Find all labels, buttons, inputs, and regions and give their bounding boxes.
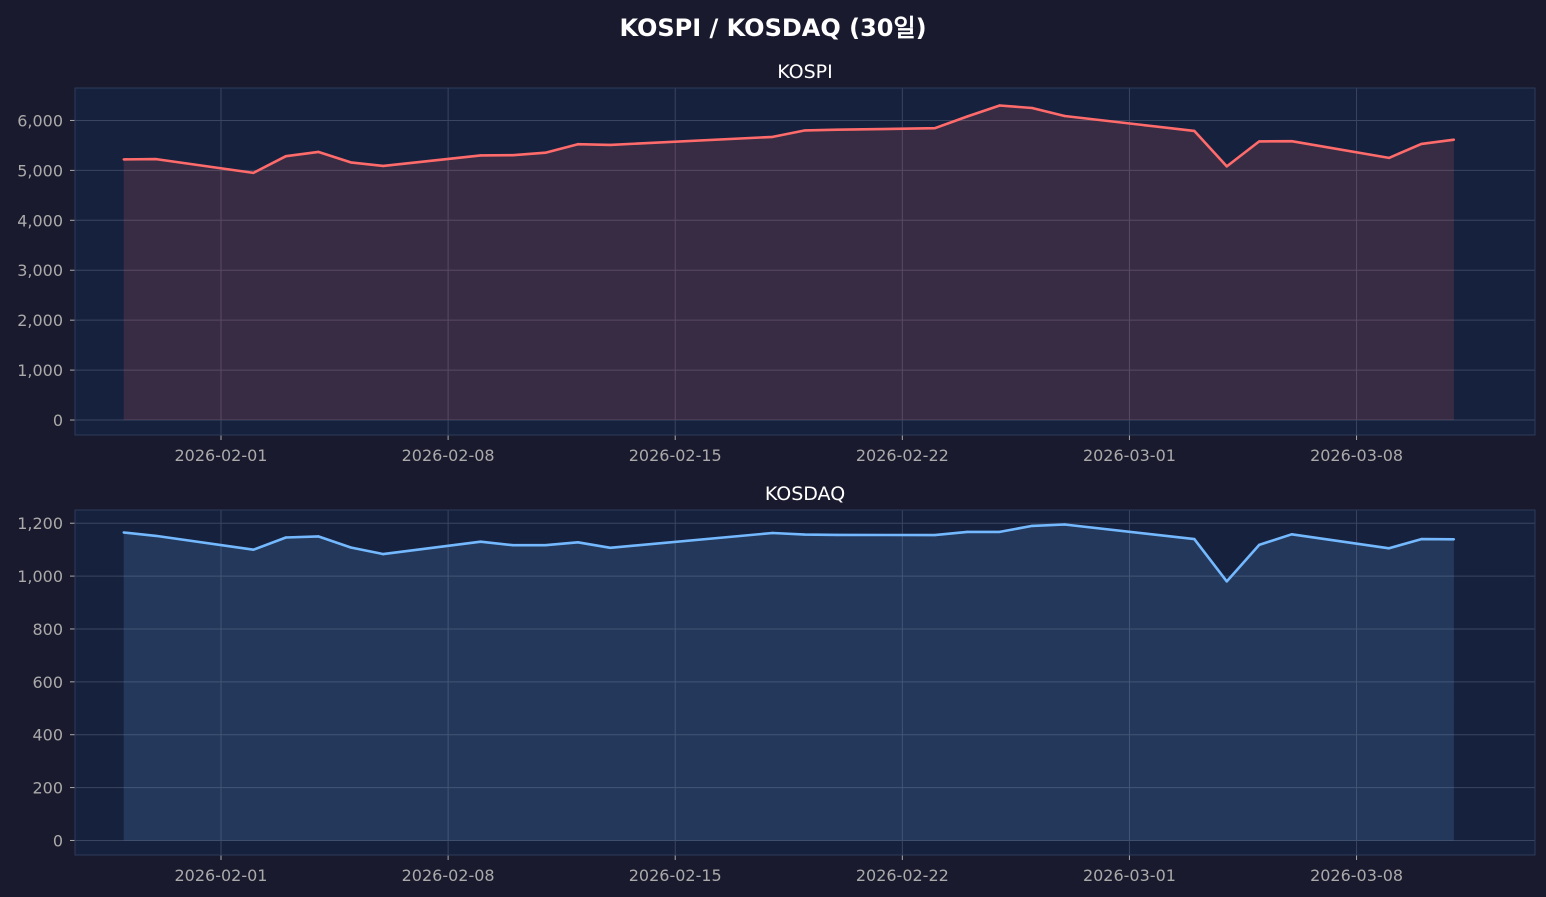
kosdaq-xtick-label: 2026-03-08	[1310, 866, 1403, 885]
kospi-data-point	[576, 143, 580, 146]
kospi-ytick-label: 2,000	[17, 311, 63, 330]
kosdaq-data-point	[1193, 537, 1196, 541]
kospi-plot-area	[75, 88, 1535, 435]
kosdaq-data-point	[1387, 547, 1391, 550]
kosdaq-data-point	[576, 541, 580, 544]
figure-title: KOSPI / KOSDAQ (30일)	[619, 14, 927, 42]
kosdaq-xtick-label: 2026-02-01	[175, 866, 268, 885]
kosdaq-ytick-label: 400	[32, 726, 63, 745]
kosdaq-data-point	[1030, 524, 1034, 528]
kospi-data-point	[1420, 142, 1423, 146]
kosdaq-data-point	[544, 544, 547, 547]
kospi-data-point	[317, 150, 320, 154]
kospi-ytick-label: 3,000	[17, 261, 63, 280]
kospi-data-point	[1030, 106, 1034, 110]
kosdaq-data-point	[382, 552, 385, 556]
kosdaq-ytick-label: 200	[32, 779, 63, 798]
kosdaq-title: KOSDAQ	[765, 483, 845, 505]
kosdaq-data-point	[511, 544, 515, 547]
kospi-data-point	[544, 151, 547, 154]
kosdaq-data-point	[1063, 523, 1066, 526]
kospi-data-point	[1290, 140, 1293, 143]
kosdaq-data-point	[122, 531, 125, 534]
kospi-data-point	[382, 164, 385, 168]
kospi-ytick-label: 0	[53, 411, 63, 430]
kospi-data-point	[609, 143, 612, 147]
kospi-data-point	[836, 128, 839, 131]
kosdaq-ytick-label: 0	[53, 831, 63, 850]
kospi-data-point	[1193, 129, 1196, 133]
kosdaq-data-point	[933, 533, 936, 537]
kospi-data-point	[998, 104, 1001, 107]
kosdaq-data-point	[479, 540, 482, 543]
kospi-xtick-label: 2026-02-15	[629, 446, 722, 465]
kospi-data-point	[284, 155, 288, 158]
kospi-data-point	[1387, 156, 1391, 160]
kospi-xtick-label: 2026-02-01	[175, 446, 268, 465]
kosdaq-xtick-label: 2026-02-15	[629, 866, 722, 885]
kospi-xtick-label: 2026-02-08	[402, 446, 495, 465]
kospi-data-point	[966, 115, 969, 118]
kospi-xtick-label: 2026-02-22	[856, 446, 949, 465]
kosdaq-data-point	[998, 530, 1001, 534]
kosdaq-xtick-label: 2026-02-22	[856, 866, 949, 885]
kospi-data-point	[803, 129, 807, 132]
kosdaq-chart: KOSDAQ 0 200 400 600 800 1,000 1,200 2026-02-01 2…	[17, 483, 1536, 885]
kosdaq-data-point	[1225, 580, 1229, 583]
kospi-data-point	[1225, 165, 1229, 168]
kosdaq-data-point	[284, 536, 288, 539]
kosdaq-data-point	[1452, 538, 1456, 541]
kosdaq-data-point	[1258, 543, 1261, 547]
kosdaq-data-point	[609, 546, 612, 549]
kospi-data-point	[771, 135, 774, 139]
kosdaq-area-fill	[123, 524, 1454, 841]
kospi-data-point	[511, 154, 515, 157]
kosdaq-data-point	[1290, 533, 1293, 536]
kosdaq-data-point	[771, 531, 774, 535]
kospi-title: KOSPI	[777, 61, 833, 83]
kosdaq-data-point	[966, 530, 969, 534]
kospi-data-point	[349, 161, 352, 164]
kospi-data-point	[479, 154, 482, 157]
kospi-xtick-label: 2026-03-01	[1083, 446, 1176, 465]
kospi-axes-frame	[74, 87, 1536, 436]
kosdaq-data-point	[252, 548, 255, 551]
kosdaq-data-point	[1420, 537, 1423, 541]
kosdaq-ytick-label: 1,200	[17, 514, 63, 533]
kosdaq-plot-area	[75, 510, 1535, 855]
kosdaq-xtick-label: 2026-03-01	[1083, 866, 1176, 885]
kospi-chart: KOSPI 0 1,000 2,000 3,000 4,000 5,000 6,000 2026…	[17, 61, 1536, 465]
kospi-data-point	[1258, 140, 1261, 143]
kosdaq-ytick-label: 1,000	[17, 567, 63, 586]
kospi-ytick-label: 5,000	[17, 161, 63, 180]
kosdaq-data-point	[154, 534, 158, 538]
kospi-data-point	[252, 171, 255, 175]
kosdaq-data-point	[803, 533, 807, 536]
kospi-xtick-label: 2026-03-08	[1310, 446, 1403, 465]
kospi-data-point	[154, 157, 158, 161]
kosdaq-ytick-label: 600	[32, 673, 63, 692]
kosdaq-ytick-label: 800	[32, 620, 63, 639]
kospi-ytick-label: 6,000	[17, 111, 63, 130]
kospi-area-fill	[123, 105, 1454, 421]
kospi-ytick-label: 4,000	[17, 211, 63, 230]
kospi-data-point	[1063, 114, 1066, 118]
kospi-ytick-label: 1,000	[17, 361, 63, 380]
kospi-data-point	[122, 158, 125, 161]
kosdaq-data-point	[836, 533, 839, 537]
kosdaq-axes-frame	[74, 509, 1536, 856]
kospi-data-point	[1452, 138, 1456, 141]
kospi-data-point	[933, 127, 936, 130]
kosdaq-data-point	[317, 535, 320, 538]
kosdaq-xtick-label: 2026-02-08	[402, 866, 495, 885]
kosdaq-data-point	[349, 546, 352, 549]
